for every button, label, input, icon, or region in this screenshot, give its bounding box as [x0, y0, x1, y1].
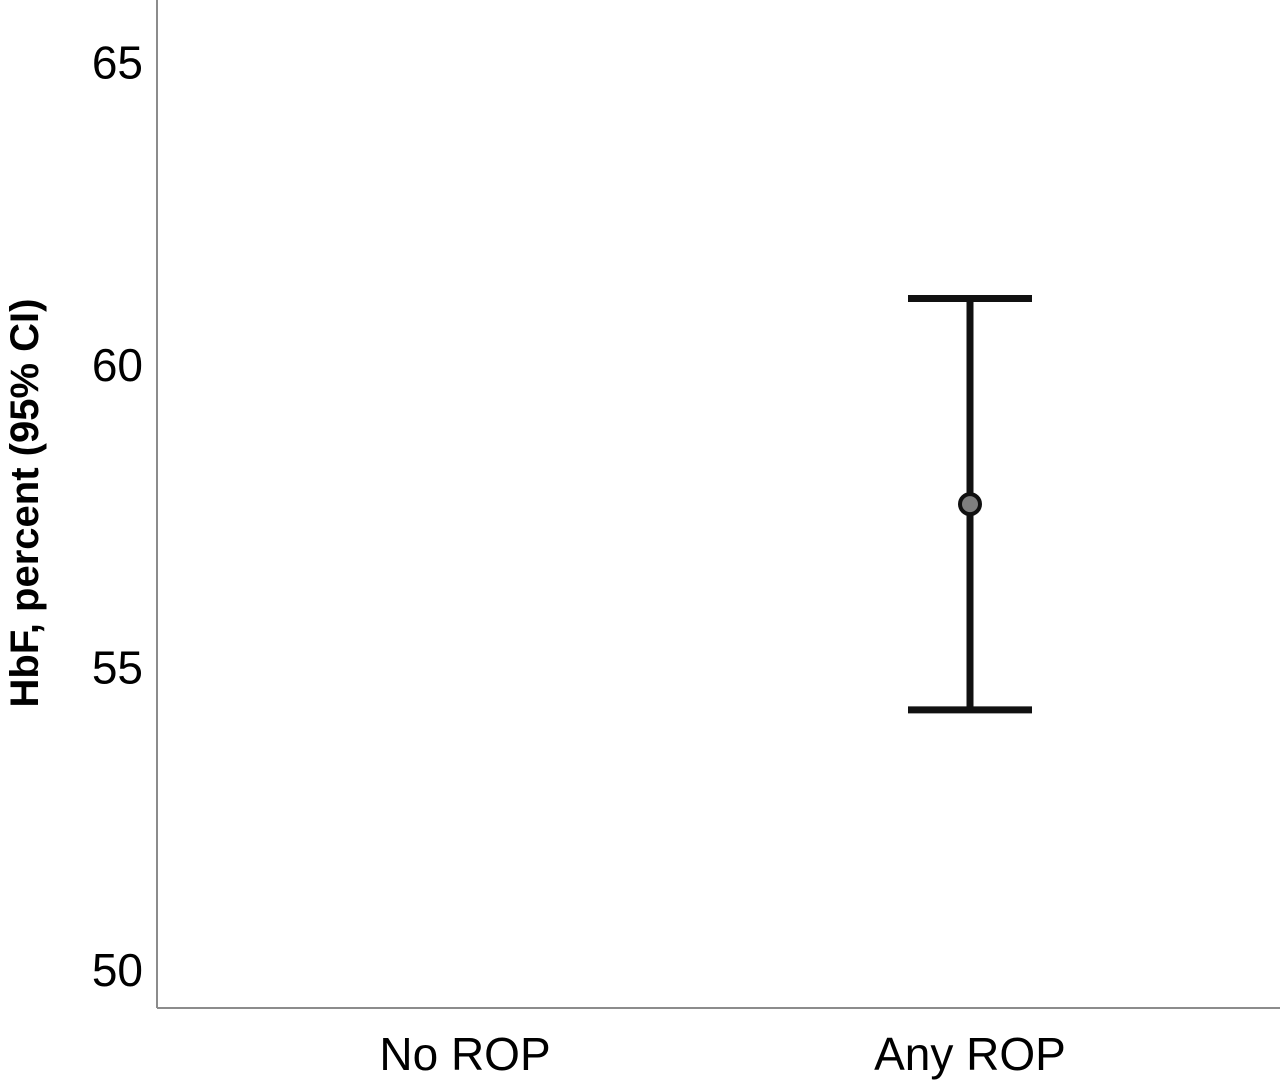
y-tick-label: 65 [92, 37, 143, 89]
y-tick-label: 50 [92, 944, 143, 996]
data-marks [908, 294, 1032, 714]
y-tick-label: 55 [92, 642, 143, 694]
x-tick-label: No ROP [379, 1028, 550, 1080]
x-tick-label: Any ROP [874, 1028, 1066, 1080]
x-tick-labels: No ROP Any ROP [379, 1028, 1066, 1080]
error-bar-group [908, 294, 1032, 714]
y-tick-label: 60 [92, 339, 143, 391]
y-axis-title: HbF, percent (95% CI) [3, 299, 47, 708]
mean-point [958, 492, 982, 517]
y-tick-labels: 50556065707580 [92, 37, 143, 997]
